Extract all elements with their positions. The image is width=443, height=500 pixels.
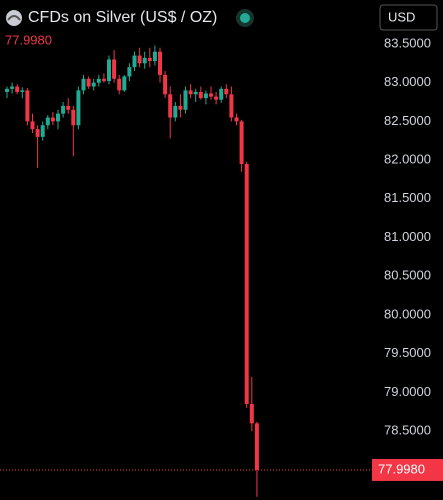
candle-body	[112, 59, 117, 79]
candle-body	[107, 59, 111, 82]
candle-body	[20, 90, 25, 92]
y-tick-label: 83.0000	[384, 74, 431, 89]
candle-body	[219, 88, 224, 100]
candle-body	[5, 88, 9, 92]
candle-body	[168, 94, 173, 118]
candle-body	[61, 105, 66, 114]
candle-body	[117, 78, 122, 91]
candle-body	[91, 82, 96, 87]
candle-body	[198, 91, 203, 99]
candle-body	[254, 423, 259, 470]
candle-body	[50, 117, 55, 122]
y-tick-label: 79.0000	[384, 384, 431, 399]
candle-body	[203, 93, 208, 99]
y-tick-label: 78.5000	[384, 423, 431, 438]
symbol-icon	[6, 10, 22, 26]
y-tick-label: 82.5000	[384, 113, 431, 128]
candle-body	[15, 86, 20, 92]
candle-body	[158, 51, 162, 75]
candle-body	[81, 78, 86, 91]
candle-body	[234, 117, 239, 122]
candle-body	[239, 121, 244, 164]
y-tick-label: 81.5000	[384, 190, 431, 205]
candle-body	[45, 117, 50, 126]
candle-body	[66, 105, 71, 110]
candle-body	[127, 67, 132, 77]
candle-body	[30, 121, 35, 130]
candle-body	[209, 93, 213, 97]
candle-body	[214, 96, 219, 100]
y-tick-label: 81.0000	[384, 229, 431, 244]
candle-body	[163, 74, 168, 95]
symbol-icon-shape	[7, 15, 21, 21]
y-tick-label: 79.5000	[384, 345, 431, 360]
currency-button[interactable]	[379, 4, 438, 31]
candle-body	[188, 90, 193, 95]
candle-body	[249, 403, 254, 424]
chart-title: CFDs on Silver (US$ / OZ)	[28, 9, 217, 26]
candle-body	[132, 55, 137, 68]
candle-body	[71, 109, 76, 126]
candle-body	[25, 90, 30, 122]
candle-body	[56, 113, 60, 122]
candle-body	[142, 57, 147, 64]
current-price: 77.9980	[5, 32, 52, 47]
y-tick-label: 80.0000	[384, 306, 431, 321]
candle-body	[101, 78, 106, 82]
status-dot	[240, 13, 250, 23]
candle-body	[244, 163, 249, 404]
candle-body	[35, 129, 40, 137]
candle-body	[96, 78, 101, 83]
candle-body	[10, 86, 15, 89]
y-tick-label: 83.5000	[384, 35, 431, 50]
candle-body	[147, 57, 152, 61]
last-price-box	[372, 458, 443, 481]
candle-body	[183, 90, 188, 110]
candle-body	[229, 94, 234, 118]
candle-body	[173, 105, 178, 118]
y-tick-label: 82.0000	[384, 152, 431, 167]
candle-body	[86, 78, 91, 87]
candle-body	[193, 91, 198, 95]
last-price-label: 77.9980	[378, 461, 425, 476]
candle-body	[152, 51, 157, 61]
candle-body	[224, 88, 229, 95]
candle-body	[178, 105, 183, 110]
candle-body	[76, 90, 81, 126]
candle-body	[40, 125, 45, 137]
currency-label[interactable]: USD	[388, 9, 415, 24]
candle-body	[137, 55, 142, 64]
y-tick-label: 80.5000	[384, 268, 431, 283]
candle-body	[122, 76, 127, 91]
